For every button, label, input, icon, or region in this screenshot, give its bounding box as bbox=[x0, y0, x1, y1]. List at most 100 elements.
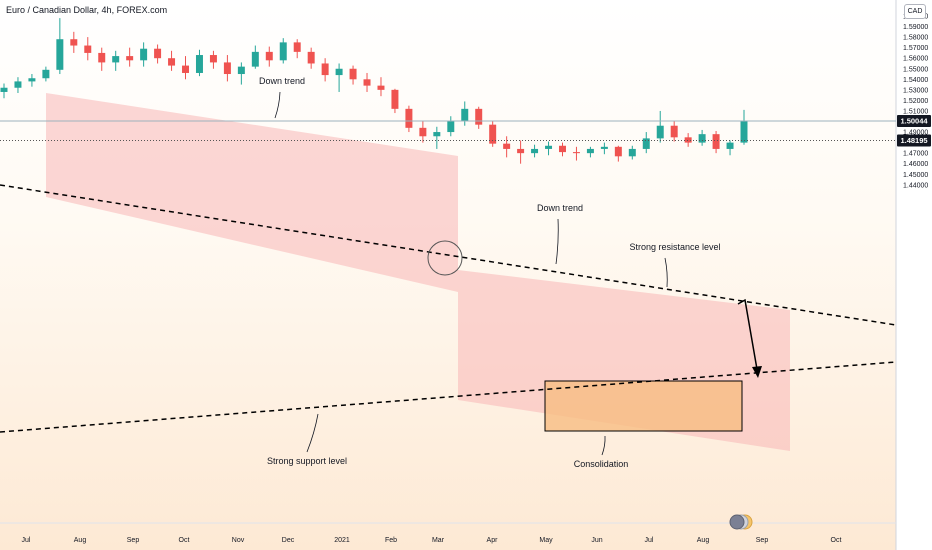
candle[interactable] bbox=[642, 132, 650, 154]
candle[interactable] bbox=[195, 49, 203, 77]
currency-badge[interactable]: CAD bbox=[904, 4, 926, 19]
y-tick-label: 1.49000 bbox=[903, 130, 928, 137]
candle[interactable] bbox=[670, 121, 678, 142]
candle-body bbox=[656, 125, 664, 139]
candle[interactable] bbox=[419, 121, 427, 143]
breakout-circle[interactable] bbox=[427, 240, 463, 276]
candle[interactable] bbox=[84, 37, 92, 61]
candle[interactable] bbox=[377, 77, 385, 97]
price-tag-label: 1.50044 bbox=[900, 117, 928, 126]
candle[interactable] bbox=[475, 106, 483, 129]
candle[interactable] bbox=[0, 83, 8, 99]
candle[interactable] bbox=[140, 42, 148, 67]
candle[interactable] bbox=[503, 136, 511, 158]
candle[interactable] bbox=[447, 116, 455, 137]
consolidation-box[interactable] bbox=[544, 380, 743, 432]
price-tag[interactable] bbox=[897, 115, 931, 128]
x-tick-label: May bbox=[539, 537, 553, 544]
candle[interactable] bbox=[628, 145, 636, 160]
candle[interactable] bbox=[517, 140, 525, 164]
candle-body bbox=[572, 152, 580, 154]
candle[interactable] bbox=[209, 50, 217, 69]
candle[interactable] bbox=[572, 146, 580, 161]
candle[interactable] bbox=[489, 121, 497, 147]
candle[interactable] bbox=[545, 141, 553, 156]
candle[interactable] bbox=[70, 31, 78, 53]
candle[interactable] bbox=[42, 66, 50, 82]
candle[interactable] bbox=[433, 126, 441, 149]
candle[interactable] bbox=[28, 74, 36, 87]
candle[interactable] bbox=[349, 65, 357, 85]
annotation-leader bbox=[306, 413, 319, 453]
candle[interactable] bbox=[461, 101, 469, 126]
y-tick-label: 1.45000 bbox=[903, 172, 928, 179]
candle[interactable] bbox=[391, 88, 399, 114]
candle[interactable] bbox=[98, 47, 106, 71]
channel-1-shape[interactable] bbox=[46, 93, 458, 292]
y-tick-label: 1.55000 bbox=[903, 66, 928, 73]
candle-body bbox=[0, 87, 8, 92]
candle[interactable] bbox=[726, 140, 734, 156]
candle[interactable] bbox=[559, 142, 566, 157]
x-tick-label: Oct bbox=[179, 537, 190, 544]
candle[interactable] bbox=[684, 133, 692, 147]
candle[interactable] bbox=[614, 145, 622, 162]
candle[interactable] bbox=[307, 47, 315, 69]
candle[interactable] bbox=[223, 55, 231, 82]
candle[interactable] bbox=[237, 62, 245, 85]
annotation-label: Strong support level bbox=[267, 456, 347, 466]
annotation-label: Consolidation bbox=[574, 459, 629, 469]
candle-body bbox=[293, 42, 301, 52]
annotation-label: Down trend bbox=[259, 76, 305, 86]
annotation-leader bbox=[274, 91, 281, 119]
annotation-label: Strong resistance level bbox=[629, 242, 720, 252]
candle-body bbox=[126, 56, 134, 61]
candle[interactable] bbox=[154, 44, 162, 64]
x-tick-label: Aug bbox=[74, 537, 87, 544]
candle-body bbox=[98, 52, 106, 63]
x-tick-label: Oct bbox=[831, 537, 842, 544]
candle[interactable] bbox=[293, 39, 301, 59]
candle[interactable] bbox=[586, 146, 594, 158]
y-tick-label: 1.54000 bbox=[903, 77, 928, 84]
price-axis-panel[interactable] bbox=[896, 0, 932, 550]
price-tag[interactable] bbox=[897, 134, 931, 147]
candle[interactable] bbox=[265, 46, 273, 67]
support-trendline[interactable] bbox=[0, 361, 897, 433]
candle-body bbox=[698, 134, 706, 143]
candle[interactable] bbox=[168, 50, 176, 71]
x-tick-label: Aug bbox=[697, 537, 710, 544]
events-coin-icon bbox=[729, 514, 745, 530]
candle[interactable] bbox=[531, 144, 539, 158]
candle-body bbox=[70, 39, 78, 46]
candle-body bbox=[112, 56, 120, 63]
candle-body bbox=[154, 48, 162, 59]
candle[interactable] bbox=[363, 72, 371, 92]
candle[interactable] bbox=[712, 130, 720, 154]
candle-body bbox=[405, 108, 413, 128]
candle[interactable] bbox=[656, 110, 664, 143]
resistance-trendline[interactable] bbox=[0, 184, 897, 326]
events-icon[interactable] bbox=[729, 514, 753, 530]
x-tick-label: Jun bbox=[591, 537, 602, 544]
candle[interactable] bbox=[740, 109, 748, 145]
projection-arrow[interactable] bbox=[737, 298, 759, 376]
candle[interactable] bbox=[279, 38, 287, 64]
candle[interactable] bbox=[405, 105, 413, 133]
candle[interactable] bbox=[182, 56, 189, 80]
candle[interactable] bbox=[335, 63, 343, 92]
y-tick-label: 1.56000 bbox=[903, 56, 928, 63]
candle[interactable] bbox=[14, 77, 22, 94]
candle-body bbox=[391, 89, 399, 109]
candle-body bbox=[28, 78, 36, 82]
symbol-title: Euro / Canadian Dollar, 4h, FOREX.com bbox=[6, 5, 168, 15]
candle[interactable] bbox=[321, 58, 329, 82]
candle[interactable] bbox=[698, 129, 706, 146]
candle[interactable] bbox=[56, 18, 64, 75]
candle[interactable] bbox=[600, 142, 608, 155]
candle[interactable] bbox=[251, 45, 259, 69]
candle[interactable] bbox=[112, 50, 120, 71]
candle[interactable] bbox=[126, 47, 134, 67]
